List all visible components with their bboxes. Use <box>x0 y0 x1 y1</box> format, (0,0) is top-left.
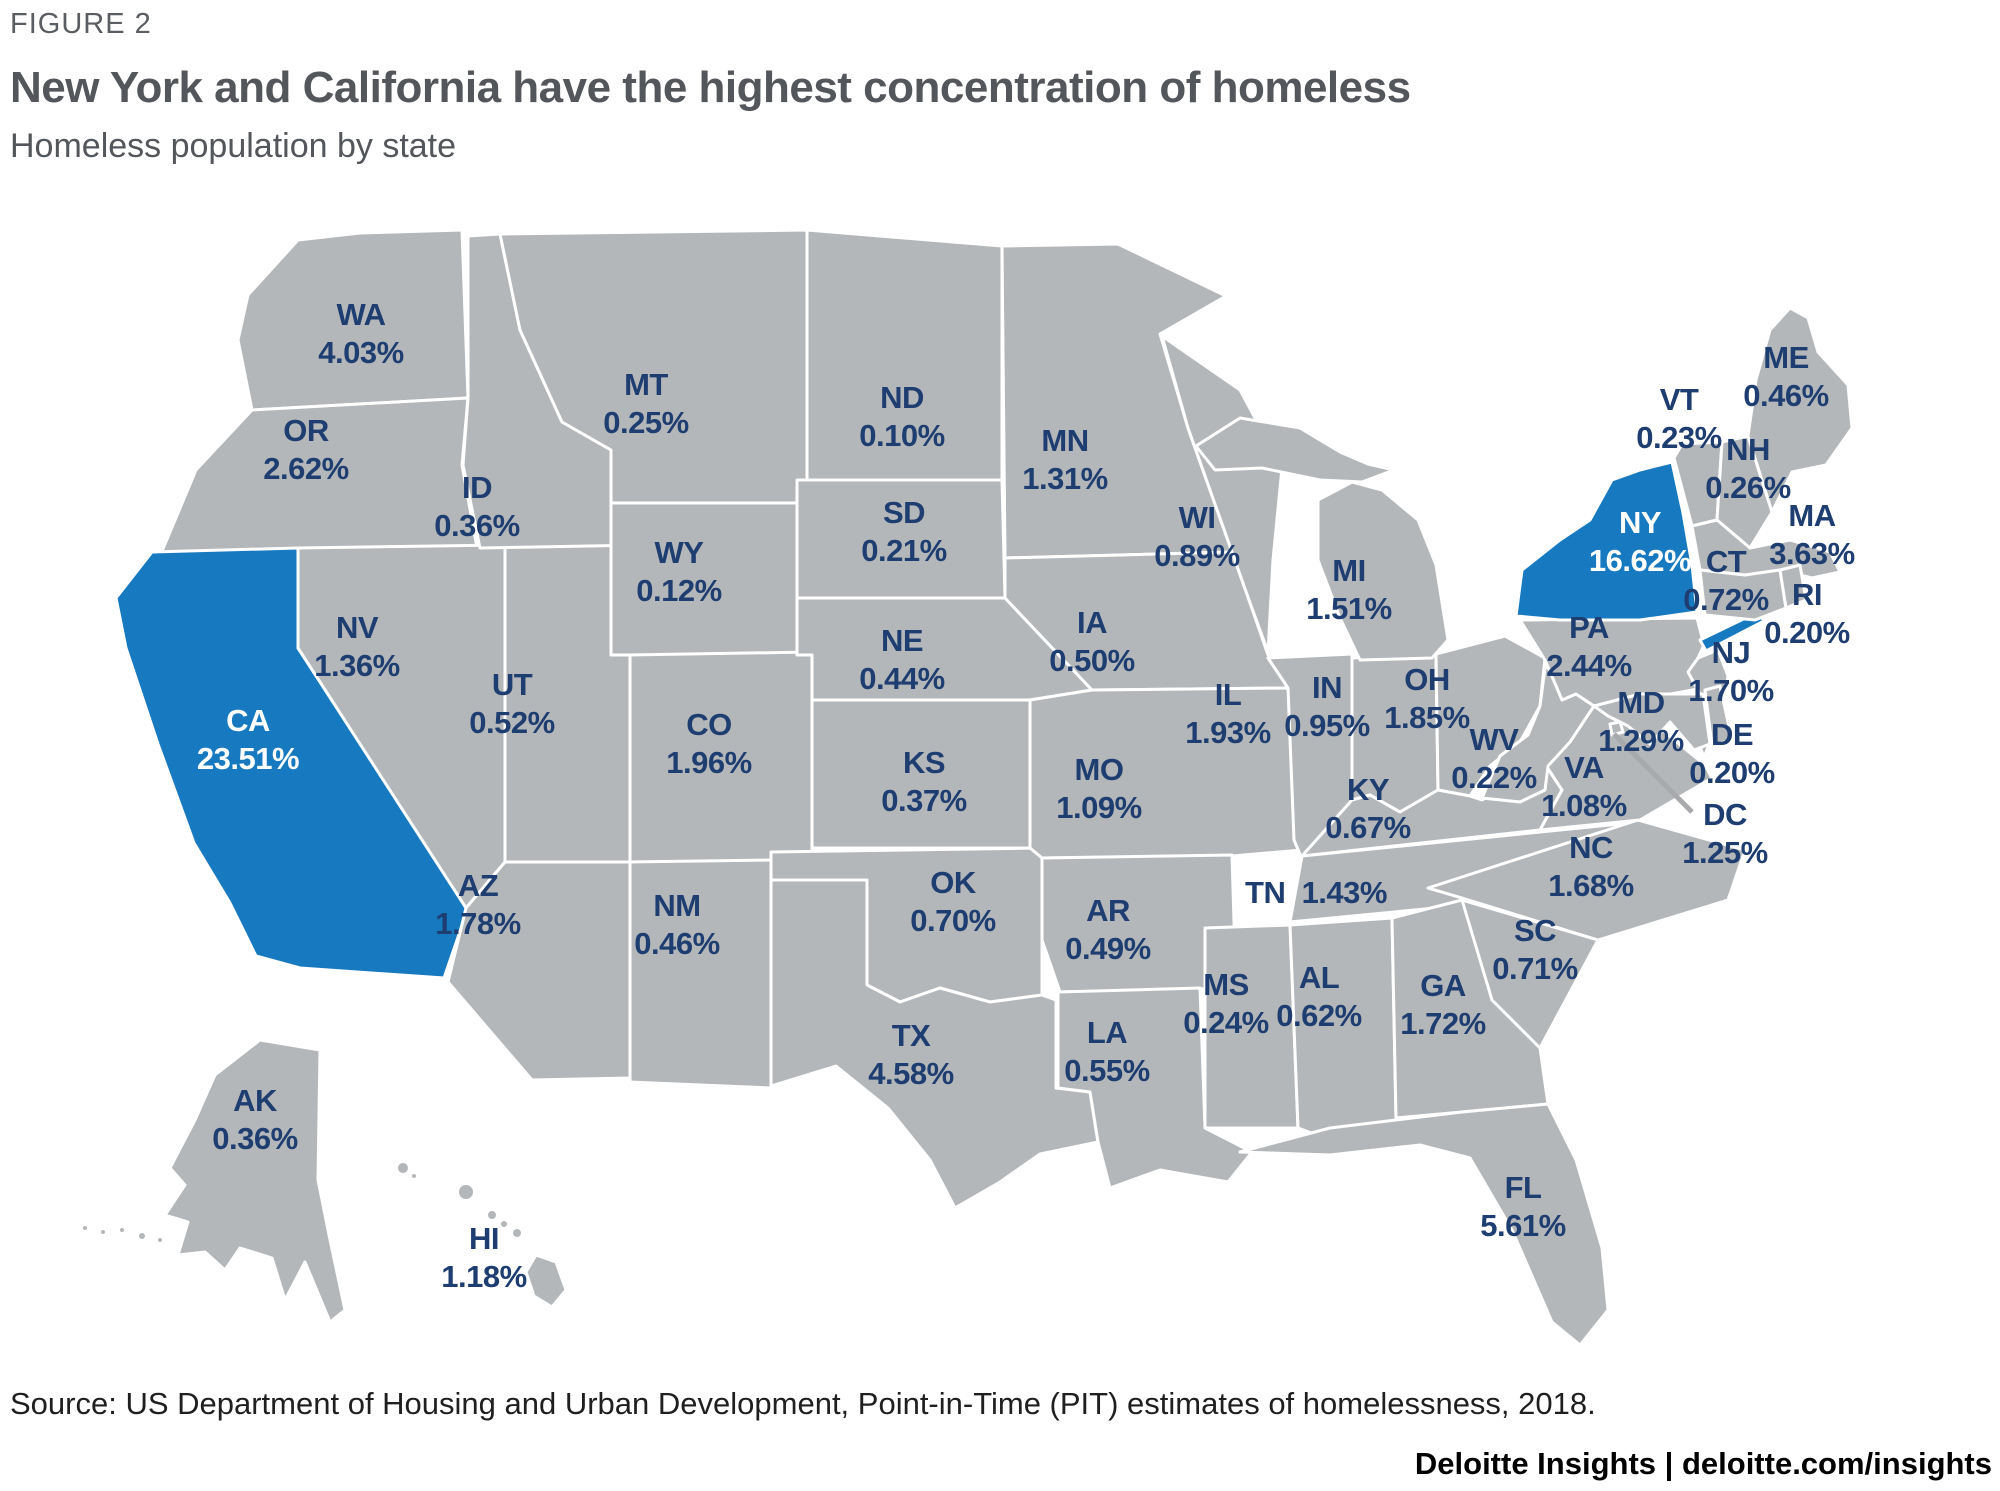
ak-aleutian-island <box>99 1228 107 1236</box>
state-label-nd: ND 0.10% <box>859 380 944 453</box>
state-label-ri: RI 0.20% <box>1764 577 1849 650</box>
brand-name: Deloitte Insights <box>1414 1446 1657 1481</box>
dc-leader-line <box>1612 732 1694 814</box>
figure-header: FIGURE 2 New York and California have th… <box>10 8 1910 166</box>
state-label-oh: OH 1.85% <box>1384 662 1469 735</box>
state-la <box>1056 986 1254 1190</box>
state-ak <box>163 1038 347 1324</box>
state-shapes <box>81 228 1854 1347</box>
state-label-ok: OK 0.70% <box>910 865 995 938</box>
state-label-md: MD 1.29% <box>1598 685 1683 758</box>
state-fl <box>1238 1102 1610 1347</box>
state-label-il: IL 1.93% <box>1185 677 1270 750</box>
state-label-tn: TN 1.43% <box>1245 875 1387 910</box>
brand-separator: | <box>1664 1446 1674 1481</box>
hi-island <box>499 1219 509 1229</box>
state-label-co: CO 1.96% <box>666 707 751 780</box>
state-me <box>1746 306 1854 514</box>
state-label-ky: KY 0.67% <box>1325 772 1410 845</box>
state-wi <box>1160 334 1284 654</box>
state-label-ct: CT 0.72% <box>1683 544 1768 617</box>
hi-island <box>457 1183 475 1201</box>
state-al <box>1288 916 1408 1150</box>
state-mi-upper-peninsula <box>1194 416 1396 484</box>
state-label-ia: IA 0.50% <box>1049 605 1134 678</box>
state-label-ga: GA 1.72% <box>1400 968 1485 1041</box>
state-nm <box>628 858 773 1090</box>
state-label-nh: NH 0.26% <box>1705 432 1790 505</box>
state-label-vt: VT 0.23% <box>1636 382 1721 455</box>
hi-island <box>486 1209 498 1221</box>
figure-subtitle: Homeless population by state <box>10 127 457 165</box>
source-note: Source: US Department of Housing and Urb… <box>10 1386 1596 1421</box>
state-label-sc: SC 0.71% <box>1492 913 1577 986</box>
state-label-mo: MO 1.09% <box>1056 752 1141 825</box>
figure-title: New York and California have the highest… <box>10 63 1411 112</box>
state-label-de: DE 0.20% <box>1689 717 1774 790</box>
state-label-mt: MT 0.25% <box>603 367 688 440</box>
brand-footer: Deloitte Insights | deloitte.com/insight… <box>1415 1446 1992 1482</box>
hi-island <box>511 1227 523 1239</box>
state-label-sd: SD 0.21% <box>861 495 946 568</box>
ak-aleutian-island <box>137 1231 147 1241</box>
state-label-ak: AK 0.36% <box>212 1083 297 1156</box>
state-label-wa: WA 4.03% <box>318 297 403 370</box>
state-label-fl: FL 5.61% <box>1480 1170 1565 1243</box>
state-label-dc: DC 1.25% <box>1682 797 1767 870</box>
state-ny <box>1514 460 1699 622</box>
state-label-ks: KS 0.37% <box>881 745 966 818</box>
ak-aleutian-island <box>156 1236 164 1244</box>
state-label-id: ID 0.36% <box>434 470 519 543</box>
state-label-ma: MA 3.63% <box>1769 498 1854 571</box>
state-label-ar: AR 0.49% <box>1065 893 1150 966</box>
state-label-hi: HI 1.18% <box>441 1221 526 1294</box>
state-label-nc: NC 1.68% <box>1548 830 1633 903</box>
state-label-wy: WY 0.12% <box>636 535 721 608</box>
state-de <box>1703 684 1734 747</box>
state-label-mi: MI 1.51% <box>1306 553 1391 626</box>
state-label-me: ME 0.46% <box>1743 340 1828 413</box>
state-label-al: AL 0.62% <box>1276 960 1361 1033</box>
state-ri <box>1778 563 1808 610</box>
state-nh <box>1715 434 1774 550</box>
state-label-ne: NE 0.44% <box>859 623 944 696</box>
state-label-nj: NJ 1.70% <box>1688 635 1773 708</box>
hi-island <box>410 1172 418 1180</box>
state-label-ut: UT 0.52% <box>469 667 554 740</box>
state-label-tx: TX 4.58% <box>868 1018 953 1091</box>
ak-aleutian-island <box>118 1226 126 1234</box>
state-label-ca: CA 23.51% <box>197 703 299 776</box>
state-label-la: LA 0.55% <box>1064 1015 1149 1088</box>
state-label-nm: NM 0.46% <box>634 888 719 961</box>
state-labels: WA 4.03% OR 2.62% CA 23.51%NV 1.36% ID 0.36% MT 0.… <box>197 297 1855 1294</box>
state-label-or: OR 2.62% <box>263 413 348 486</box>
state-label-mn: MN 1.31% <box>1022 423 1107 496</box>
state-label-az: AZ 1.78% <box>435 868 520 941</box>
state-dc <box>1608 720 1625 737</box>
state-label-pa: PA 2.44% <box>1546 610 1631 683</box>
state-ny-long-island <box>1698 610 1766 653</box>
state-label-nv: NV 1.36% <box>314 610 399 683</box>
state-mo <box>1028 686 1304 860</box>
hi-island <box>396 1161 410 1175</box>
state-label-ny: NY 16.62% <box>1589 505 1691 578</box>
state-mi <box>1316 480 1450 662</box>
figure-eyebrow: FIGURE 2 <box>10 8 152 40</box>
state-label-ms: MS 0.24% <box>1183 967 1268 1040</box>
state-label-va: VA 1.08% <box>1541 750 1626 823</box>
state-label-wi: WI 0.89% <box>1154 500 1239 573</box>
state-label-in: IN 0.95% <box>1284 670 1369 743</box>
hi-big-island <box>524 1253 568 1309</box>
state-label-wv: WV 0.22% <box>1451 722 1536 795</box>
brand-site: deloitte.com/insights <box>1681 1446 1992 1481</box>
ak-aleutian-island <box>81 1224 89 1232</box>
